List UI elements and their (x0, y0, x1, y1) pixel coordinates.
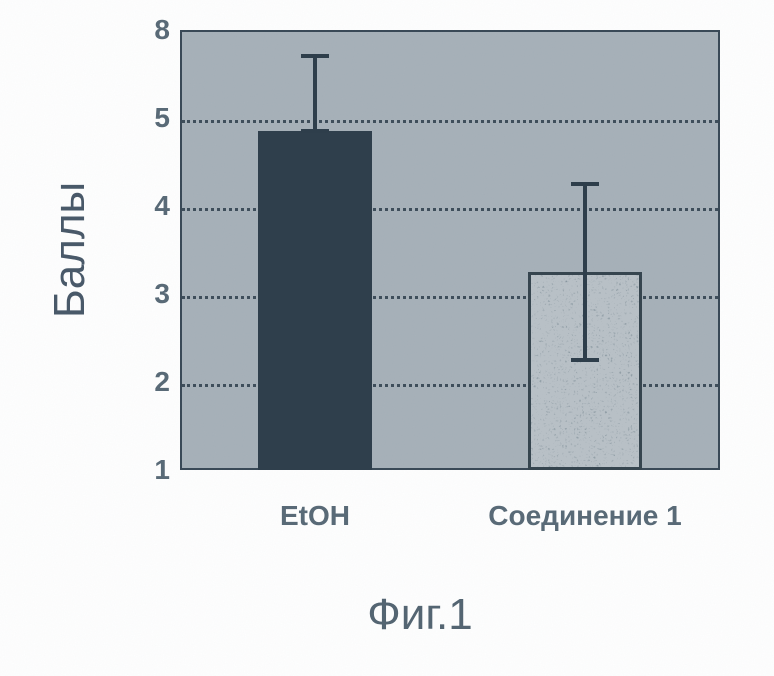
figure-caption: Фиг.1 (367, 590, 472, 640)
y-tick-label: 4 (130, 190, 170, 222)
y-tick-label: 3 (130, 278, 170, 310)
page: { "chart": { "type": "bar", "caption": "… (0, 0, 774, 676)
bar (258, 131, 371, 470)
y-axis-label: Баллы (45, 182, 95, 318)
y-tick-label: 2 (130, 366, 170, 398)
x-tick-label: Соединение 1 (488, 500, 681, 532)
y-tick-label: 1 (130, 454, 170, 486)
bar (528, 272, 641, 470)
x-tick-label: EtOH (280, 500, 350, 532)
y-tick-label: 8 (130, 14, 170, 46)
bar-speckle-pattern (531, 275, 638, 467)
gridline (182, 120, 718, 123)
y-tick-label: 5 (130, 102, 170, 134)
